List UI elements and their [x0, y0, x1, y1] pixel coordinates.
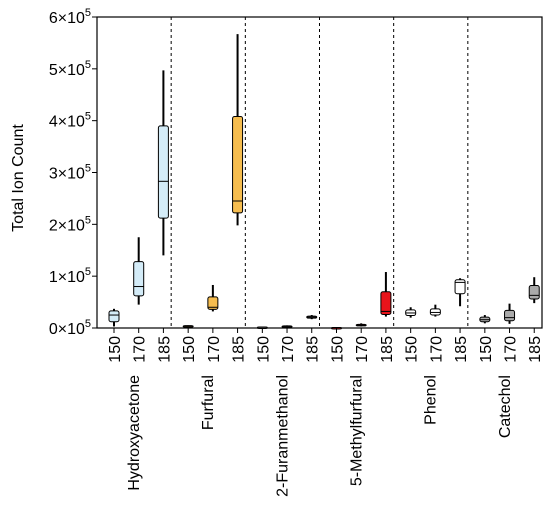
x-tick-label-0-0: 150	[107, 336, 124, 363]
x-tick-label-3-1: 170	[354, 336, 371, 363]
y-tick-label-3: 3×105	[49, 163, 91, 183]
box-5-2	[528, 284, 540, 300]
x-tick-label-2-0: 150	[255, 336, 272, 363]
group-label-1: Furfural	[200, 375, 217, 430]
x-tick-label-4-0: 150	[404, 336, 421, 363]
group-label-3: 5-Methylfurfural	[349, 375, 366, 486]
y-tick-label-6: 6×105	[49, 7, 91, 27]
y-tick-label-5: 5×105	[49, 59, 91, 79]
group-label-0: Hydroxyacetone	[126, 375, 143, 491]
box-4-1	[429, 308, 441, 316]
group-label-2: 2-Furanmethanol	[274, 375, 291, 497]
box-3-2	[380, 291, 392, 316]
x-tick-label-1-1: 170	[206, 336, 223, 363]
y-axis-title: Total Ion Count	[10, 124, 27, 232]
box-0-0	[108, 310, 120, 323]
x-tick-label-5-2: 185	[527, 336, 544, 363]
x-tick-label-5-0: 150	[478, 336, 495, 363]
box-1-2	[232, 116, 244, 214]
y-tick-label-0: 0×105	[49, 318, 91, 338]
y-tick-label-4: 4×105	[49, 111, 91, 131]
x-tick-label-4-2: 185	[453, 336, 470, 363]
x-tick-label-3-2: 185	[379, 336, 396, 363]
group-label-5: Catechol	[497, 375, 514, 438]
x-tick-label-1-0: 150	[181, 336, 198, 363]
box-0-2	[157, 125, 169, 219]
y-tick-label-1: 1×105	[49, 266, 91, 286]
box-5-1	[504, 309, 516, 322]
x-tick-label-0-2: 185	[156, 336, 173, 363]
y-tick-label-2: 2×105	[49, 214, 91, 234]
x-tick-label-2-2: 185	[305, 336, 322, 363]
box-4-2	[454, 279, 466, 295]
plot-area: 0×105 1×105 2×105 3×105 4×105 5×105 6×105 150 17…	[49, 7, 544, 497]
x-tick-label-3-0: 150	[330, 336, 347, 363]
x-tick-label-4-1: 170	[428, 336, 445, 363]
box-1-1	[207, 296, 219, 310]
group-label-4: Phenol	[423, 375, 440, 425]
x-tick-label-2-1: 170	[280, 336, 297, 363]
x-tick-label-5-1: 170	[503, 336, 520, 363]
x-tick-label-0-1: 170	[132, 336, 149, 363]
x-tick-label-1-2: 185	[231, 336, 248, 363]
box-0-1	[133, 261, 145, 297]
